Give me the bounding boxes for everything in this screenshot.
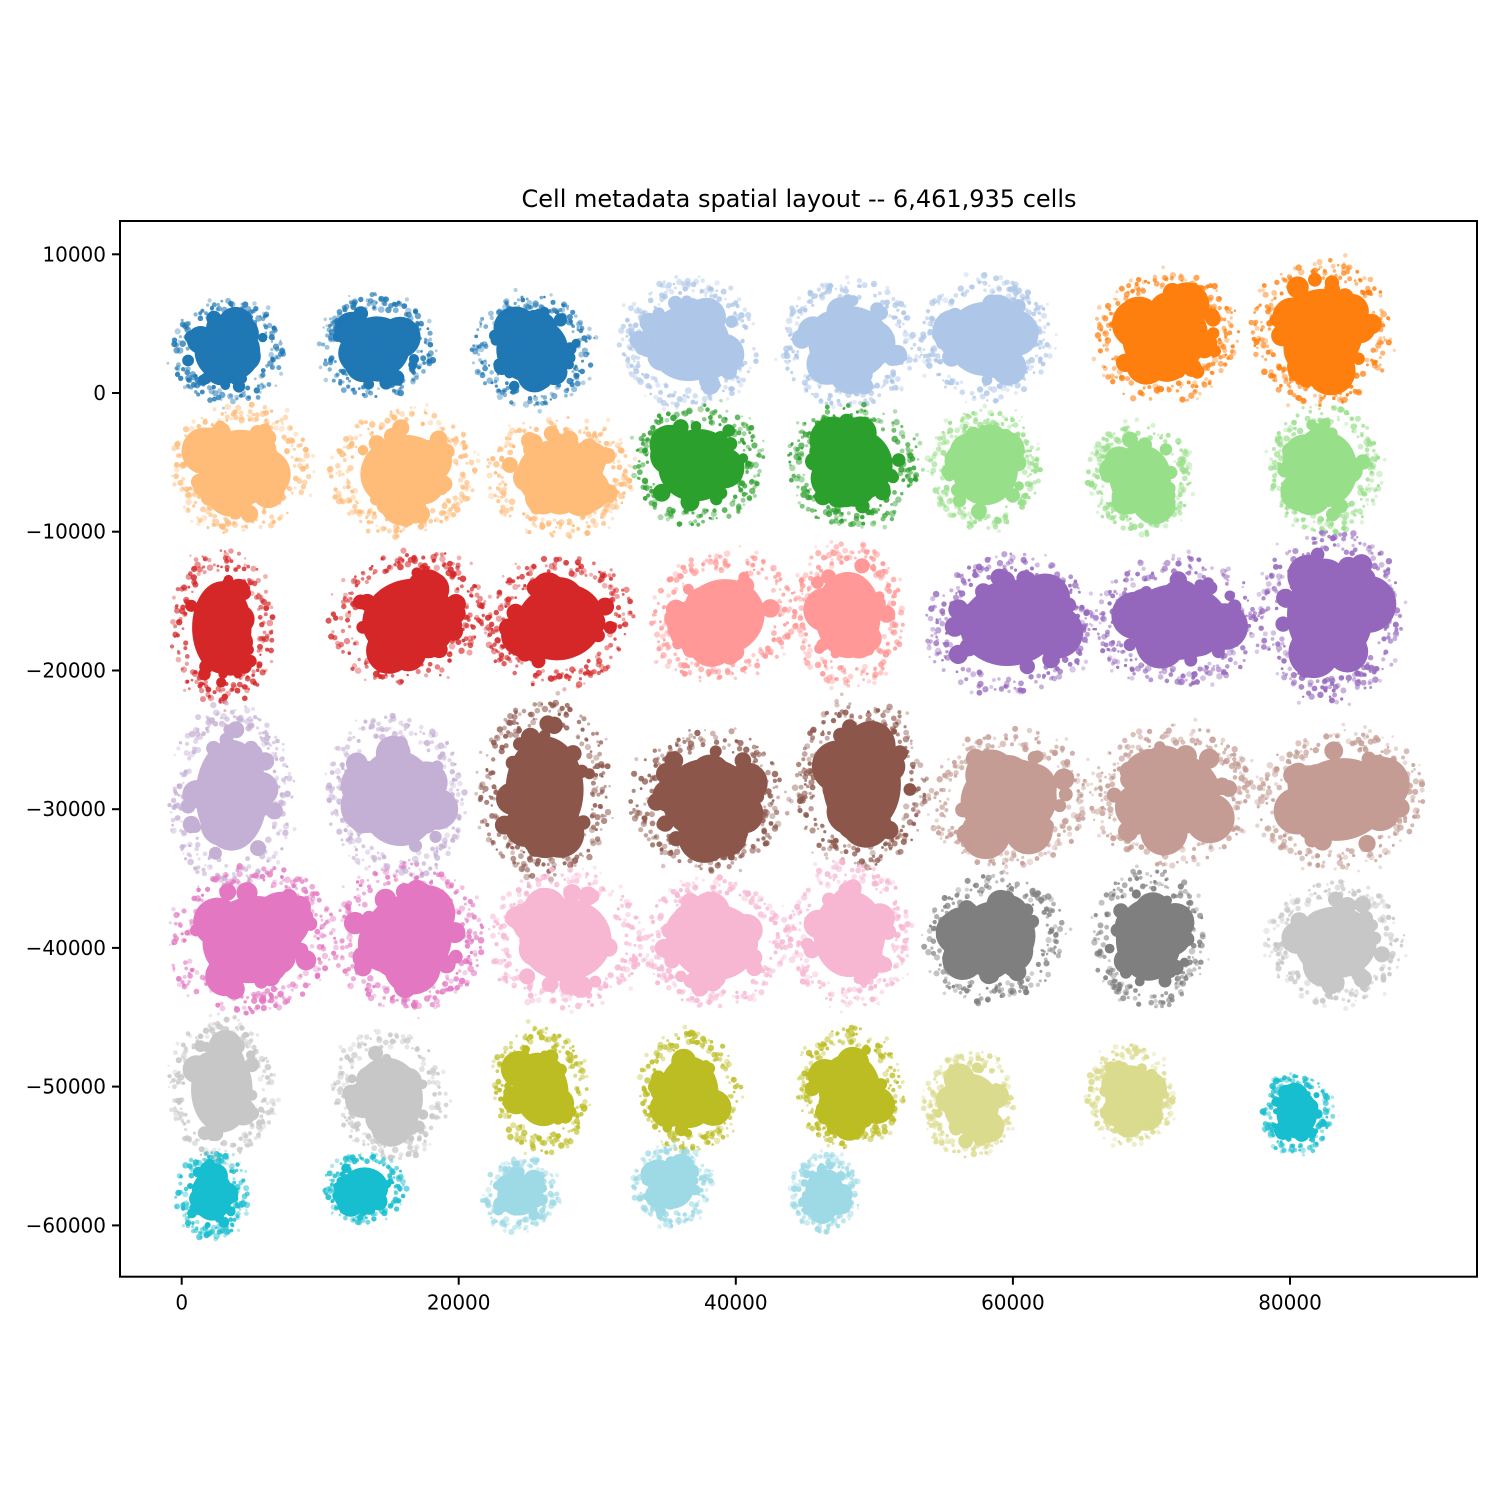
x-tick-label: 40000	[704, 1291, 768, 1315]
x-tick-label: 0	[175, 1291, 188, 1315]
x-tick-label: 80000	[1258, 1291, 1322, 1315]
y-tick-label: −60000	[26, 1213, 106, 1237]
y-tick-label: −40000	[26, 936, 106, 960]
x-tick-label: 60000	[981, 1291, 1045, 1315]
y-tick-label: −20000	[26, 659, 106, 683]
y-tick-label: 0	[93, 381, 106, 405]
y-tick-label: 10000	[42, 242, 106, 266]
y-tick-label: −10000	[26, 520, 106, 544]
x-tick-label: 20000	[427, 1291, 491, 1315]
y-tick-label: −50000	[26, 1075, 106, 1099]
y-tick-label: −30000	[26, 797, 106, 821]
chart-title: Cell metadata spatial layout -- 6,461,93…	[522, 185, 1077, 213]
